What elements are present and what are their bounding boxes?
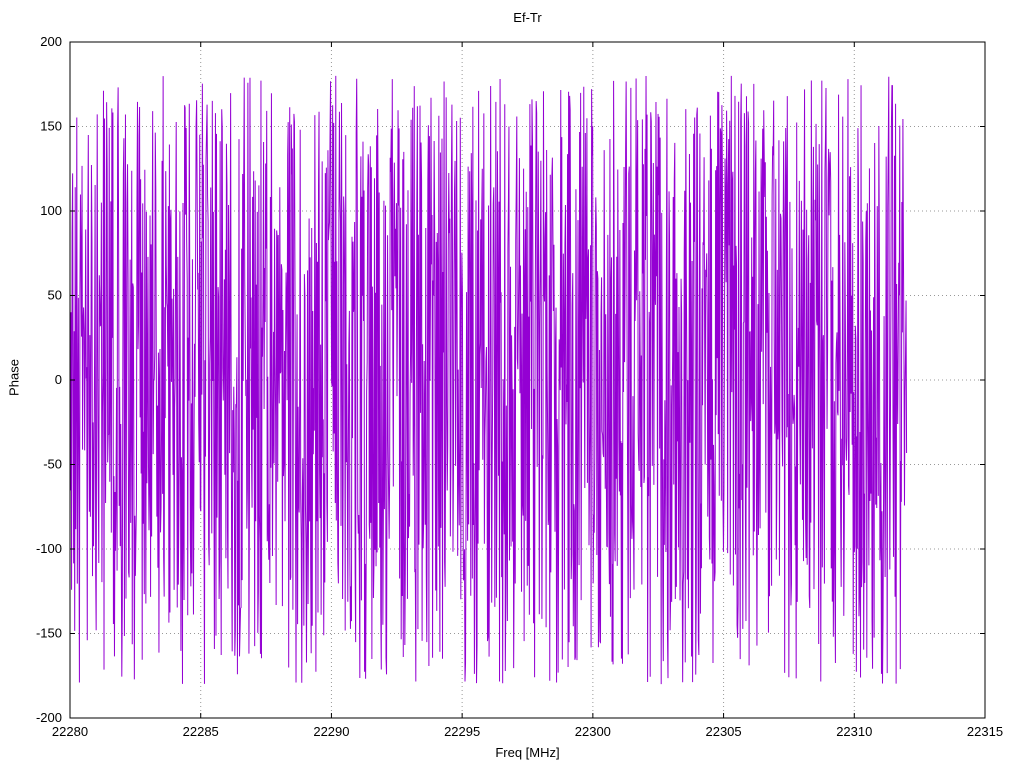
phase-trace [69,75,908,685]
y-tick-label: 0 [55,372,62,387]
y-tick-label: -50 [43,457,62,472]
chart-title: Ef-Tr [513,10,542,25]
y-tick-label: 200 [40,34,62,49]
x-tick-label: 22300 [575,724,611,739]
x-tick-label: 22295 [444,724,480,739]
x-axis-label: Freq [MHz] [495,745,560,760]
x-tick-label: 22290 [313,724,349,739]
x-tick-label: 22280 [52,724,88,739]
y-tick-label: -150 [36,626,62,641]
x-tick-label: 22315 [967,724,1003,739]
x-tick-label: 22310 [836,724,872,739]
y-tick-label: 100 [40,203,62,218]
y-tick-label: -100 [36,541,62,556]
y-tick-label: 150 [40,119,62,134]
y-tick-label: -200 [36,710,62,725]
x-tick-label: 22285 [183,724,219,739]
x-tick-label: 22305 [705,724,741,739]
y-tick-label: 50 [48,288,62,303]
